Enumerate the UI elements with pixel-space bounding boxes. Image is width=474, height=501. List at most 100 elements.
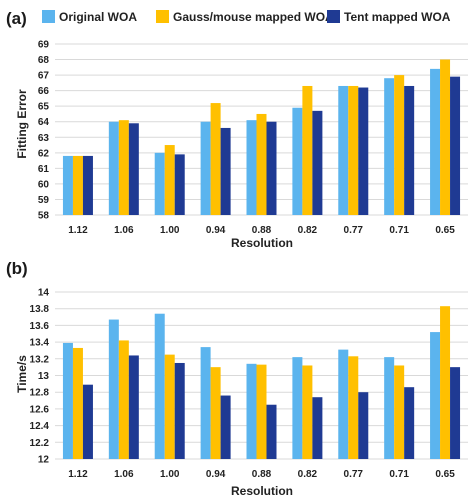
legend-swatch-gauss bbox=[156, 10, 169, 23]
y-tick-label: 61 bbox=[38, 164, 50, 175]
bar-gauss-b bbox=[164, 354, 175, 459]
bar-tent-b bbox=[82, 384, 93, 459]
legend-swatch-original bbox=[42, 10, 55, 23]
bar-original-a bbox=[430, 68, 441, 215]
legend-swatch-tent bbox=[327, 10, 340, 23]
bar-gauss-a bbox=[256, 113, 267, 215]
y-axis-title-b: Time/s bbox=[15, 355, 29, 393]
x-axis-title-a: Resolution bbox=[231, 236, 293, 250]
y-tick-label: 58 bbox=[38, 211, 50, 222]
bar-tent-b bbox=[128, 355, 139, 459]
bar-gauss-a bbox=[72, 155, 83, 215]
y-tick-label: 63 bbox=[38, 133, 50, 144]
y-tick-label: 13.4 bbox=[30, 338, 50, 349]
bar-tent-a bbox=[128, 123, 139, 215]
bar-tent-a bbox=[174, 154, 185, 215]
bar-original-a bbox=[200, 121, 211, 215]
bar-original-b bbox=[292, 357, 303, 459]
y-tick-label: 12.2 bbox=[30, 438, 50, 449]
bar-tent-a bbox=[312, 110, 323, 215]
x-tick-label: 0.94 bbox=[206, 225, 226, 236]
y-tick-label: 68 bbox=[38, 55, 50, 66]
y-tick-label: 60 bbox=[38, 179, 50, 190]
y-tick-label: 69 bbox=[38, 40, 50, 51]
bar-tent-a bbox=[220, 127, 231, 215]
bar-original-a bbox=[292, 107, 303, 215]
x-tick-label: 0.88 bbox=[252, 225, 272, 236]
y-tick-label: 12.8 bbox=[30, 388, 50, 399]
bar-original-a bbox=[154, 152, 165, 215]
y-tick-label: 12.6 bbox=[30, 404, 50, 415]
x-tick-label: 0.65 bbox=[435, 225, 455, 236]
bar-gauss-b bbox=[440, 306, 451, 459]
bar-original-b bbox=[246, 363, 257, 459]
legend-label-gauss: Gauss/mouse mapped WOA bbox=[173, 10, 334, 24]
x-tick-label: 0.82 bbox=[298, 225, 318, 236]
x-tick-label: 1.06 bbox=[114, 469, 134, 480]
y-tick-label: 12 bbox=[38, 455, 50, 466]
x-tick-label: 0.77 bbox=[344, 225, 364, 236]
x-tick-label: 0.77 bbox=[344, 469, 364, 480]
legend-label-tent: Tent mapped WOA bbox=[344, 10, 451, 24]
bar-original-a bbox=[338, 85, 349, 216]
x-axis-title-b: Resolution bbox=[231, 484, 293, 498]
bar-original-b bbox=[384, 357, 395, 459]
panel-label-a: (a) bbox=[6, 9, 27, 28]
bar-gauss-a bbox=[440, 59, 451, 215]
x-tick-label: 0.94 bbox=[206, 469, 226, 480]
bar-tent-a bbox=[450, 76, 461, 216]
bar-gauss-a bbox=[164, 145, 175, 215]
y-tick-label: 59 bbox=[38, 195, 50, 206]
y-tick-label: 13 bbox=[38, 371, 50, 382]
bar-gauss-a bbox=[210, 103, 221, 215]
bar-gauss-b bbox=[72, 347, 83, 459]
bar-original-b bbox=[430, 332, 441, 459]
y-axis-title-a: Fitting Error bbox=[15, 89, 29, 159]
bar-tent-a bbox=[404, 85, 415, 216]
x-tick-label: 0.71 bbox=[389, 225, 409, 236]
bar-gauss-b bbox=[348, 356, 359, 459]
y-tick-label: 13.8 bbox=[30, 304, 50, 315]
bar-tent-b bbox=[358, 392, 369, 459]
y-tick-label: 13.6 bbox=[30, 321, 50, 332]
legend: Original WOA Gauss/mouse mapped WOA Tent… bbox=[42, 10, 451, 24]
bar-tent-b bbox=[450, 367, 461, 459]
x-tick-label: 0.88 bbox=[252, 469, 272, 480]
x-tick-label: 0.71 bbox=[389, 469, 409, 480]
bar-tent-b bbox=[312, 397, 323, 459]
x-tick-label: 1.06 bbox=[114, 225, 134, 236]
bar-gauss-b bbox=[394, 365, 405, 459]
bar-gauss-a bbox=[118, 120, 129, 215]
bar-tent-b bbox=[220, 395, 231, 459]
bar-gauss-a bbox=[302, 85, 313, 216]
y-tick-label: 65 bbox=[38, 102, 50, 113]
bar-gauss-b bbox=[302, 365, 313, 459]
bar-gauss-a bbox=[394, 75, 405, 215]
bar-original-b bbox=[62, 342, 73, 459]
y-tick-label: 62 bbox=[38, 148, 50, 159]
bar-original-b bbox=[154, 313, 165, 459]
legend-label-original: Original WOA bbox=[59, 10, 137, 24]
bar-original-a bbox=[246, 120, 257, 215]
bar-original-b bbox=[338, 349, 349, 459]
bar-tent-b bbox=[174, 362, 185, 459]
bar-tent-b bbox=[404, 387, 415, 459]
bar-gauss-b bbox=[118, 340, 129, 459]
y-tick-label: 12.4 bbox=[30, 421, 50, 432]
bar-gauss-b bbox=[256, 364, 267, 459]
y-tick-label: 14 bbox=[38, 288, 50, 299]
x-tick-label: 0.82 bbox=[298, 469, 318, 480]
bar-gauss-a bbox=[348, 85, 359, 216]
bar-original-b bbox=[200, 347, 211, 459]
x-tick-label: 0.65 bbox=[435, 469, 455, 480]
y-tick-label: 64 bbox=[38, 117, 50, 128]
chart-time: 12 12.2 12.4 12.6 12.8 13 13.2 13.4 13.6 13.8 14 1.… bbox=[30, 288, 468, 480]
x-tick-label: 1.12 bbox=[68, 469, 88, 480]
y-tick-label: 13.2 bbox=[30, 354, 50, 365]
bar-tent-b bbox=[266, 404, 277, 459]
bar-original-a bbox=[384, 78, 395, 215]
bar-original-b bbox=[108, 319, 119, 459]
bar-tent-a bbox=[358, 87, 369, 215]
bar-tent-a bbox=[82, 155, 93, 215]
